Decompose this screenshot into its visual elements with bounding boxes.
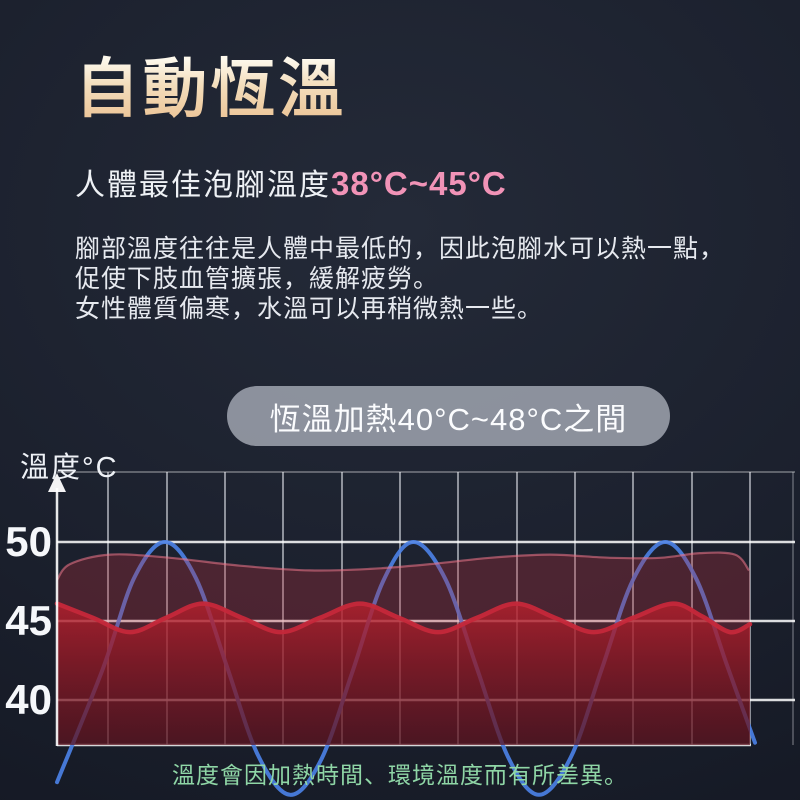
footnote-disclaimer: 溫度會因加熱時間、環境溫度而有所差異。	[172, 762, 628, 788]
y-tick-45: 45	[5, 597, 52, 644]
constant-heat-band-edge	[56, 551, 750, 581]
description-paragraph: 腳部溫度往往是人體中最低的，因此泡腳水可以熱一點， 促使下肢血管擴張，緩解疲勞。…	[75, 234, 725, 324]
subtitle-text: 人體最佳泡腳溫度	[75, 169, 331, 202]
water-temp-wave-area	[57, 603, 750, 745]
description-line: 腳部溫度往往是人體中最低的，因此泡腳水可以熱一點，	[75, 235, 726, 263]
description-line: 促使下肢血管擴張，緩解疲勞。	[75, 265, 440, 293]
heating-cycle-line	[55, 539, 757, 797]
y-axis-arrow-icon	[48, 473, 66, 492]
page-title: 自動恆溫	[75, 53, 347, 125]
subtitle: 人體最佳泡腳溫度 38°C~45°C	[75, 160, 507, 204]
water-temp-wave-line	[54, 601, 753, 635]
subtitle-temperature-range: 38°C~45°C	[331, 165, 507, 202]
y-axis-label: 溫度°C	[20, 452, 119, 484]
description-line: 女性體質偏寒，水溫可以再稍微熱一些。	[75, 295, 544, 323]
y-tick-50: 50	[5, 518, 52, 565]
constant-heat-badge: 恆溫加熱40°C~48°C之間	[227, 386, 670, 446]
y-tick-40: 40	[5, 676, 52, 723]
